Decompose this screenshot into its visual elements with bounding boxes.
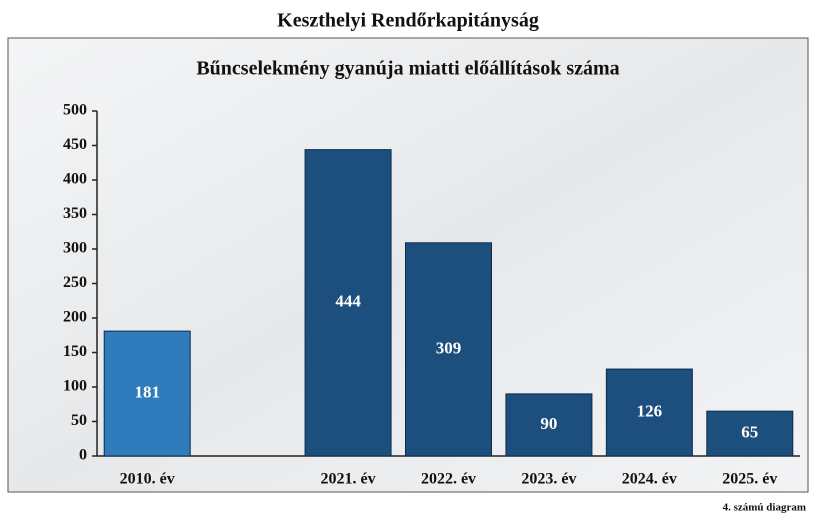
value-label: 181 [134, 382, 160, 401]
y-tick-label: 100 [63, 378, 87, 395]
x-tick-label: 2021. év [321, 471, 376, 488]
value-label: 65 [741, 422, 758, 441]
y-tick-label: 50 [71, 412, 87, 429]
chart-title: Bűncselekmény gyanúja miatti előállításo… [196, 58, 619, 80]
y-tick-label: 350 [63, 205, 87, 222]
page-title: Keszthelyi Rendőrkapitányság [277, 10, 539, 32]
bar [405, 242, 492, 457]
y-tick-label: 450 [63, 136, 87, 153]
x-tick-label: 2025. év [722, 471, 777, 488]
value-label: 309 [436, 338, 462, 357]
value-label: 444 [335, 292, 361, 311]
y-tick-label: 500 [63, 102, 87, 119]
bar [304, 149, 392, 457]
x-tick-label: 2023. év [521, 471, 576, 488]
y-tick-label: 200 [63, 309, 87, 326]
y-tick-label: 0 [79, 447, 87, 464]
x-tick-label: 2010. év [120, 471, 175, 488]
bar [103, 330, 191, 457]
y-tick-label: 150 [63, 343, 87, 360]
x-tick-label: 2024. év [622, 471, 677, 488]
bar [505, 393, 593, 457]
y-tick-label: 250 [63, 274, 87, 291]
value-label: 90 [540, 414, 557, 433]
caption: 4. számú diagram [723, 502, 806, 514]
value-label: 126 [637, 401, 663, 420]
bar [706, 410, 794, 457]
y-tick-label: 400 [63, 171, 87, 188]
y-tick-label: 300 [63, 240, 87, 257]
bar [605, 368, 693, 457]
x-tick-label: 2022. év [421, 471, 476, 488]
